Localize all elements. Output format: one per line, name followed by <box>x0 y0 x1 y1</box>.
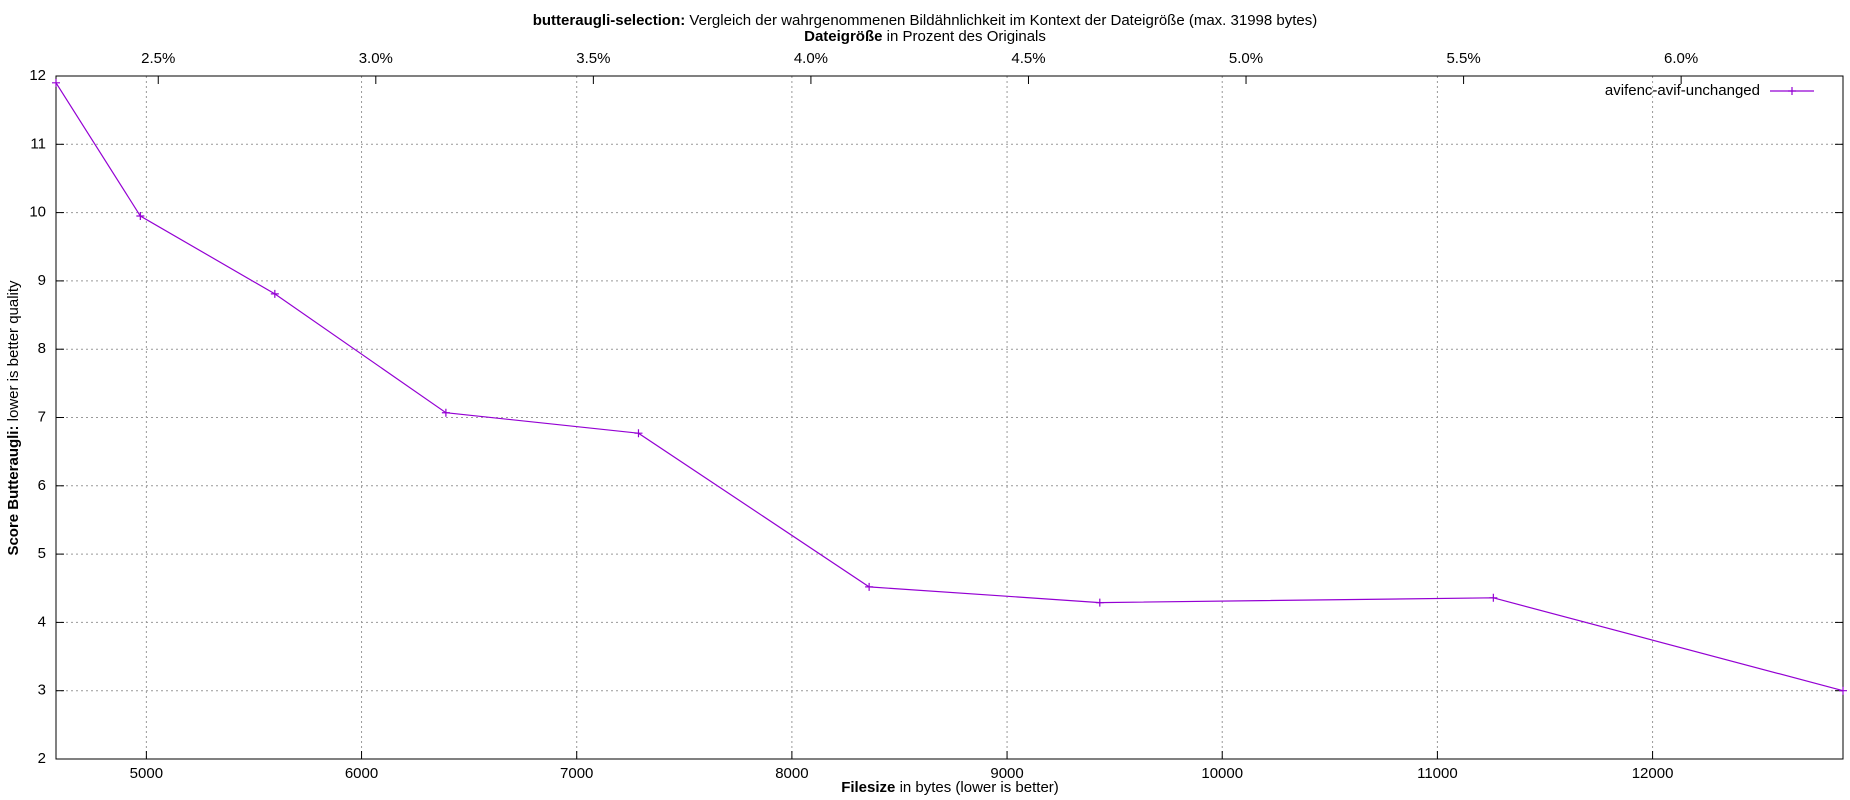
plot-frame <box>55 75 1844 760</box>
x2-label-text: in Prozent des Originals <box>887 28 1046 45</box>
x2-tick-label: 4.0% <box>794 50 828 67</box>
y-tick-label: 4 <box>38 613 46 630</box>
x2-tick-label: 2.5% <box>141 50 175 67</box>
x2-label-bold: Dateigröße <box>804 28 882 45</box>
y-axis-label: Score Butteraugli: lower is better quali… <box>5 280 22 556</box>
point-marker <box>441 408 450 417</box>
title-bold: butteraugli-selection: <box>533 12 686 29</box>
legend-label: avifenc-avif-unchanged <box>1605 82 1760 99</box>
y-label-bold: Score Butteraugli: <box>5 426 22 556</box>
y-tick-label: 10 <box>29 204 46 221</box>
point-marker <box>1095 598 1104 607</box>
point-marker <box>634 429 643 438</box>
y-tick-label: 2 <box>38 750 46 767</box>
x2-tick-label: 4.5% <box>1011 50 1045 67</box>
x-tick-label: 8000 <box>775 765 808 782</box>
y-tick-label: 3 <box>38 682 46 699</box>
chart-title: butteraugli-selection: Vergleich der wah… <box>533 12 1318 29</box>
x-tick-label: 10000 <box>1201 765 1243 782</box>
point-marker <box>136 212 145 221</box>
x2-tick-label: 3.5% <box>576 50 610 67</box>
x-label-text: in bytes (lower is better) <box>900 779 1059 796</box>
y-tick-label: 9 <box>38 272 46 289</box>
x2-tick-label: 5.0% <box>1229 50 1263 67</box>
x-tick-label: 9000 <box>990 765 1023 782</box>
x-tick-label: 12000 <box>1632 765 1674 782</box>
point-marker <box>1839 686 1847 695</box>
y-label-text: lower is better quality <box>5 280 22 421</box>
point-marker <box>1489 593 1498 602</box>
y-tick-label: 7 <box>38 408 46 425</box>
point-marker <box>865 582 874 591</box>
x2-tick-label: 3.0% <box>359 50 393 67</box>
x-tick-label: 7000 <box>560 765 593 782</box>
legend-marker <box>1788 87 1796 95</box>
y-tick-label: 8 <box>38 340 46 357</box>
y-tick-label: 11 <box>30 135 46 152</box>
series-line <box>55 82 1844 692</box>
x-label-bold: Filesize <box>841 779 895 796</box>
x-tick-label: 11000 <box>1417 765 1458 782</box>
title-text: Vergleich der wahrgenommenen Bildähnlich… <box>689 12 1317 29</box>
x2-tick-label: 5.5% <box>1446 50 1480 67</box>
point-marker <box>52 78 60 87</box>
x-axis-label: Filesize in bytes (lower is better) <box>841 779 1059 796</box>
y-tick-label: 12 <box>29 67 46 84</box>
y-tick-label: 5 <box>38 545 46 562</box>
x2-tick-label: 6.0% <box>1664 50 1698 67</box>
y-tick-label: 6 <box>38 477 46 494</box>
x-tick-label: 6000 <box>345 765 378 782</box>
point-marker <box>270 289 279 298</box>
x2-axis-label: Dateigröße in Prozent des Originals <box>804 28 1046 45</box>
x-tick-label: 5000 <box>130 765 163 782</box>
